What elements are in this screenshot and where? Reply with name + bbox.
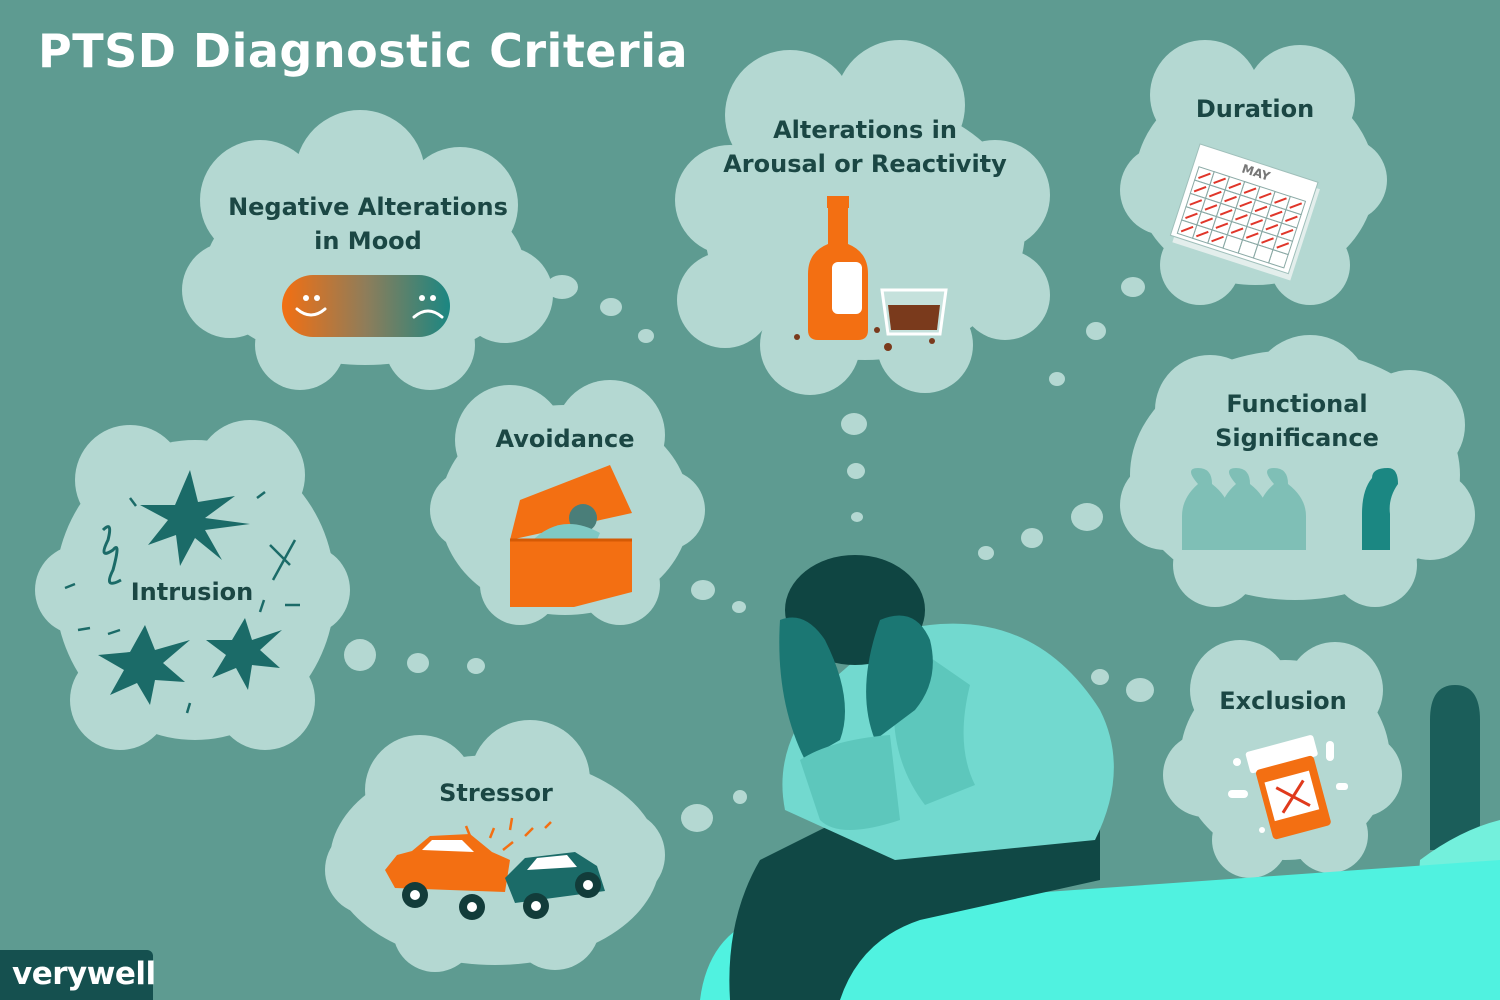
label-functional-significance: Functional Significance	[1157, 387, 1437, 455]
calendar-cross-mark	[1243, 187, 1257, 194]
thought-dots	[344, 275, 1154, 832]
label-functional-line2: Significance	[1215, 424, 1379, 452]
calendar-cross-mark	[1219, 209, 1233, 216]
label-duration: Duration	[1195, 95, 1315, 123]
sitting-person	[729, 555, 1114, 1000]
calendar-grid	[1176, 166, 1307, 269]
calendar-cross-mark	[1245, 232, 1259, 239]
calendar-cross-mark	[1230, 227, 1244, 234]
calendar-cross-mark	[1215, 222, 1229, 229]
calendar-cross-mark	[1195, 230, 1209, 238]
bed	[700, 685, 1500, 1000]
calendar-cross-mark	[1228, 182, 1242, 189]
label-functional-line1: Functional	[1226, 390, 1368, 418]
calendar-cross-mark	[1185, 212, 1198, 220]
label-intrusion: Intrusion	[130, 578, 254, 606]
cloud-stressor	[325, 720, 665, 972]
bottle-and-glass-icon	[794, 196, 948, 351]
people-icon	[1182, 468, 1398, 550]
cloud-functional	[1120, 335, 1475, 607]
label-negative-alterations-line1: Negative Alterations	[228, 193, 508, 221]
calendar-cross-mark	[1193, 185, 1207, 193]
mood-slider-icon	[282, 275, 450, 337]
calendar-cross-mark	[1261, 237, 1274, 244]
label-stressor: Stressor	[439, 779, 553, 807]
label-negative-alterations: Negative Alterations in Mood	[218, 190, 518, 258]
label-arousal-reactivity-line1: Alterations in	[773, 116, 957, 144]
calendar-cross-mark	[1280, 228, 1294, 236]
car-crash-icon	[385, 817, 605, 920]
label-negative-alterations-line2: in Mood	[314, 227, 422, 255]
calendar-cross-mark	[1276, 242, 1290, 249]
calendar-cross-mark	[1250, 219, 1263, 226]
calendar-cross-mark	[1200, 217, 1213, 224]
calendar-cross-mark	[1235, 214, 1248, 221]
label-avoidance: Avoidance	[495, 425, 635, 453]
pills	[1228, 741, 1348, 833]
calendar-cross-mark	[1254, 205, 1268, 213]
pill-bottle-icon	[1245, 735, 1331, 840]
page-title: PTSD Diagnostic Criteria	[38, 24, 689, 78]
calendar-cross-mark	[1289, 202, 1303, 209]
cloud-arousal	[675, 40, 1050, 395]
calendar-cross-mark	[1274, 197, 1287, 204]
calendar-cross-mark	[1208, 190, 1222, 198]
calendar-cross-mark	[1285, 215, 1298, 223]
calendar-cross-mark	[1180, 225, 1194, 233]
calendar-cross-mark	[1204, 204, 1218, 211]
calendar-cross-mark	[1189, 199, 1203, 206]
logo-text: verywell	[12, 956, 156, 992]
calendar-cross-mark	[1213, 177, 1226, 185]
calendar-cross-mark	[1198, 172, 1211, 180]
label-arousal-reactivity-line2: Arousal or Reactivity	[723, 150, 1007, 178]
calendar-cell	[1268, 249, 1289, 269]
label-arousal-reactivity: Alterations in Arousal or Reactivity	[715, 113, 1015, 181]
calendar-icon: MAY	[1169, 143, 1320, 281]
verywell-logo: verywell	[0, 950, 156, 1000]
label-exclusion: Exclusion	[1219, 687, 1347, 715]
calendar-cross-mark	[1258, 192, 1272, 199]
burst-icon	[64, 470, 300, 714]
calendar-cross-mark	[1269, 210, 1283, 218]
calendar-cross-mark	[1211, 235, 1224, 243]
calendar-cross-mark	[1239, 200, 1253, 208]
calendar-cross-mark	[1265, 224, 1279, 231]
calendar-cross-mark	[1224, 195, 1237, 203]
box-icon	[510, 465, 632, 607]
